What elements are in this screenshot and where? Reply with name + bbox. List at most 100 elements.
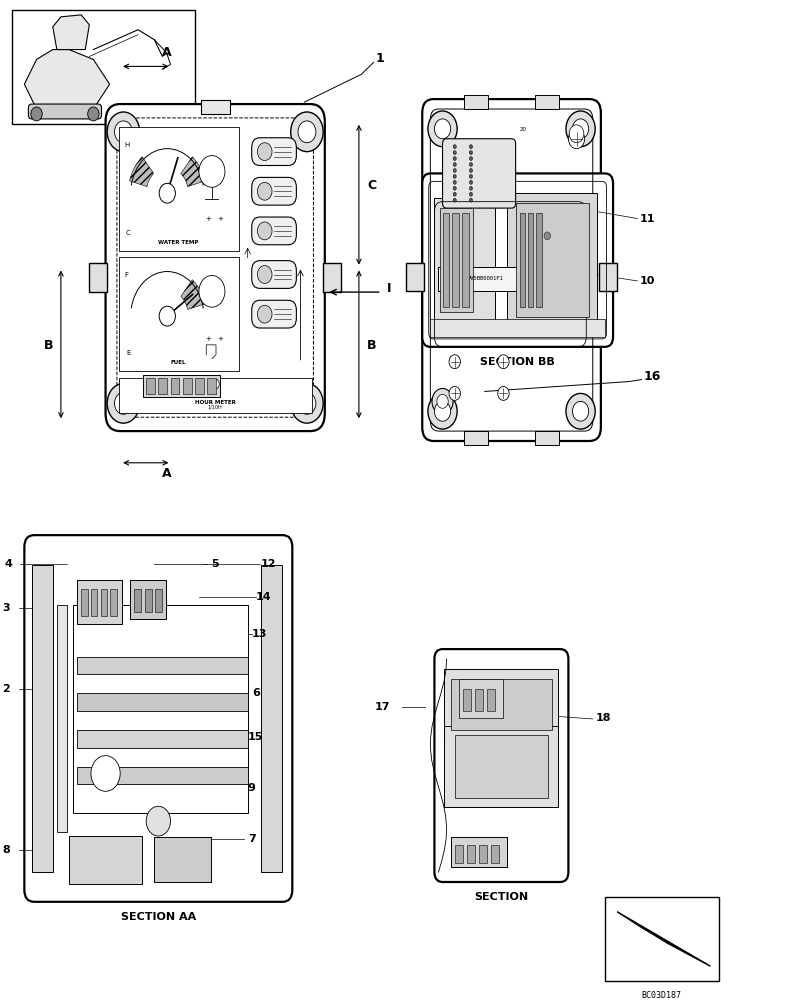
Text: A: A (161, 467, 171, 480)
FancyBboxPatch shape (422, 99, 600, 441)
Circle shape (257, 266, 272, 283)
Text: 20: 20 (519, 127, 526, 132)
FancyBboxPatch shape (24, 535, 292, 902)
Text: 13: 13 (252, 629, 267, 639)
Circle shape (31, 107, 42, 121)
Circle shape (290, 384, 323, 423)
Text: 5: 5 (211, 559, 219, 569)
Text: 6: 6 (251, 688, 260, 698)
Bar (261, 565, 281, 872)
Text: SECTION AA: SECTION AA (121, 912, 195, 922)
Circle shape (469, 174, 472, 178)
Circle shape (522, 206, 571, 266)
Bar (77, 693, 247, 711)
Bar (466, 845, 474, 863)
Bar (450, 837, 507, 867)
Circle shape (453, 180, 456, 184)
Text: 1: 1 (375, 52, 384, 65)
Text: H: H (124, 142, 129, 148)
Circle shape (453, 174, 456, 178)
Bar (146, 378, 155, 394)
Circle shape (199, 156, 225, 187)
Bar (143, 375, 220, 397)
Text: SECTION: SECTION (474, 892, 528, 902)
Circle shape (565, 393, 594, 429)
FancyBboxPatch shape (434, 649, 568, 882)
Circle shape (453, 163, 456, 166)
Bar (527, 213, 533, 307)
FancyBboxPatch shape (251, 217, 296, 245)
Circle shape (453, 157, 456, 161)
Bar (69, 836, 142, 884)
Circle shape (568, 129, 584, 149)
Text: 11: 11 (639, 214, 654, 224)
Text: 2: 2 (2, 684, 11, 694)
Text: +: + (204, 216, 211, 222)
Text: 9: 9 (247, 783, 255, 793)
Text: B: B (367, 339, 376, 352)
Circle shape (453, 198, 456, 202)
Bar (604, 897, 718, 981)
Bar (463, 431, 487, 445)
Text: C: C (126, 230, 131, 236)
Text: 15: 15 (248, 732, 263, 742)
Bar (458, 679, 503, 718)
Bar (487, 689, 495, 711)
Bar (491, 845, 499, 863)
Bar (438, 267, 531, 291)
Bar (81, 589, 88, 616)
Polygon shape (616, 912, 710, 966)
Text: 12: 12 (260, 559, 276, 569)
Circle shape (107, 384, 139, 423)
Circle shape (453, 151, 456, 155)
Circle shape (572, 119, 588, 139)
Bar (101, 589, 107, 616)
Bar (155, 589, 162, 612)
Circle shape (298, 121, 315, 143)
Circle shape (497, 355, 508, 369)
Bar (158, 378, 167, 394)
Bar (323, 263, 341, 292)
FancyBboxPatch shape (251, 138, 296, 165)
Bar (535, 213, 541, 307)
FancyBboxPatch shape (422, 173, 612, 347)
Text: 11: 11 (466, 214, 474, 219)
Circle shape (114, 392, 132, 414)
Bar (474, 689, 483, 711)
Bar (507, 193, 596, 327)
Bar (534, 95, 559, 109)
Circle shape (211, 379, 219, 389)
Text: PV5BB0001F1: PV5BB0001F1 (466, 276, 503, 281)
Circle shape (146, 806, 170, 836)
Text: +: + (217, 216, 223, 222)
Polygon shape (616, 912, 667, 943)
Bar (77, 657, 247, 674)
Circle shape (469, 145, 472, 149)
Text: 1/10H: 1/10H (208, 405, 222, 410)
Circle shape (159, 183, 175, 203)
Circle shape (427, 111, 457, 147)
Circle shape (448, 355, 460, 369)
Bar (32, 565, 53, 872)
Bar (444, 669, 557, 738)
Bar (77, 580, 122, 624)
Circle shape (107, 112, 139, 152)
Circle shape (436, 394, 448, 408)
Bar (478, 845, 487, 863)
FancyBboxPatch shape (251, 300, 296, 328)
Bar (130, 580, 166, 619)
Bar (12, 10, 195, 124)
Bar (515, 203, 588, 317)
Text: E: E (126, 350, 131, 356)
Circle shape (114, 121, 132, 143)
Text: F: F (125, 272, 128, 278)
Text: +: + (217, 336, 223, 342)
Text: WATER TEMP: WATER TEMP (158, 240, 199, 245)
FancyBboxPatch shape (251, 261, 296, 288)
Bar (77, 767, 247, 784)
Wedge shape (181, 157, 204, 187)
Bar (195, 378, 204, 394)
Text: 3: 3 (2, 603, 11, 613)
Text: I: I (386, 282, 391, 295)
Circle shape (497, 386, 508, 400)
